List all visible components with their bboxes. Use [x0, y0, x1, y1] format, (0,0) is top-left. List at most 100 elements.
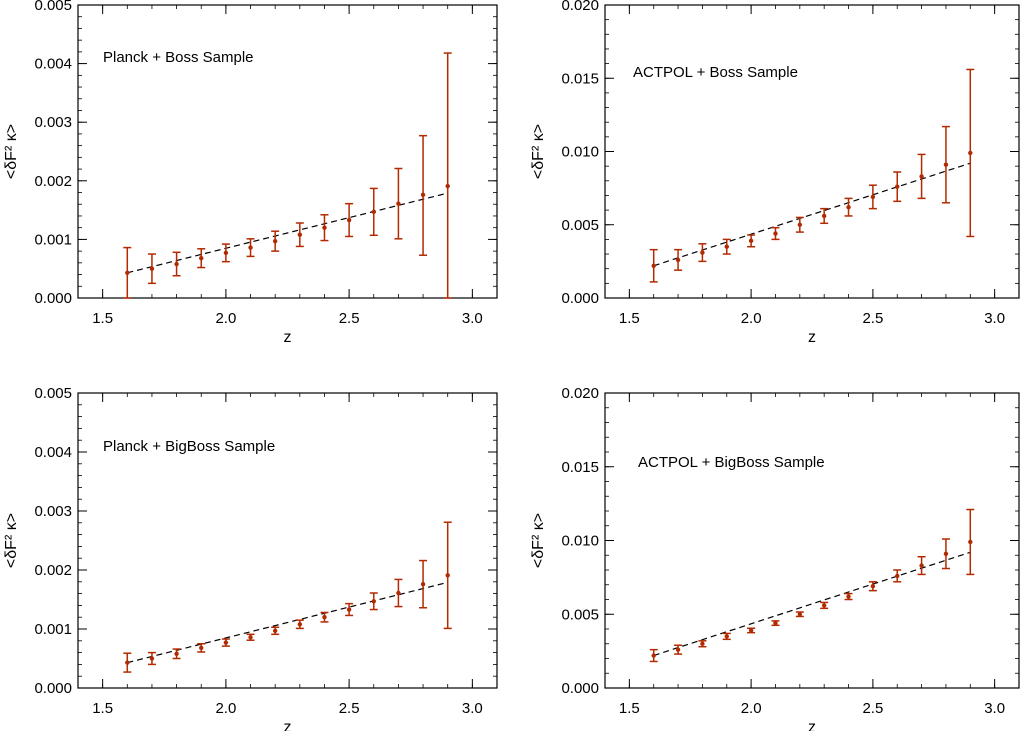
data-point: [199, 255, 204, 261]
data-point: [797, 612, 803, 617]
panel-title: ACTPOL + Boss Sample: [633, 64, 798, 81]
data-point: [223, 640, 229, 645]
data-point: [943, 162, 949, 167]
data-point: [821, 603, 827, 608]
y-axis-label: <δF² κ>: [530, 124, 547, 179]
x-tick-label: 3.0: [984, 310, 1005, 327]
data-point: [248, 245, 253, 250]
x-axis-label: z: [284, 329, 292, 346]
panel-actpol-boss: 1.5 2.0 2.5 3.0 0.000 0.005 0.010 0.015 0.020 z <δ…: [530, 0, 1020, 346]
data-point: [675, 647, 681, 652]
panel-actpol-bigboss: 1.5 2.0 2.5 3.0 0.000 0.005 0.010 0.015 0.020 z <δ…: [530, 385, 1020, 731]
panel-title: Planck + Boss Sample: [103, 49, 254, 66]
y-tick-label: 0.005: [34, 385, 72, 402]
x-tick-label: 2.0: [741, 700, 762, 717]
data-point: [748, 628, 754, 633]
y-axis-label: <δF² κ>: [3, 124, 20, 179]
data-point: [651, 653, 656, 658]
x-tick-label: 3.0: [462, 700, 483, 717]
data-point: [846, 204, 851, 210]
data-point: [371, 209, 376, 215]
data-point: [445, 183, 450, 189]
y-tick-label: 0.002: [34, 173, 72, 190]
data-point: [322, 225, 327, 230]
data-point: [297, 232, 303, 237]
y-axis-label: <δF² κ>: [530, 513, 547, 568]
model-curve: [653, 162, 971, 267]
data-point: [174, 651, 179, 656]
data-point: [149, 656, 155, 661]
panel-planck-boss: 1.5 2.0 2.5 3.0 0.000 0.001 0.002 0.003 0.004 0.0…: [3, 0, 498, 346]
data-point: [396, 590, 401, 596]
plot-frame: [604, 4, 1020, 299]
data-point: [248, 635, 253, 640]
data-point: [846, 594, 851, 599]
y-tick-label: 0.005: [34, 0, 72, 14]
data-point: [272, 628, 278, 633]
data-point: [396, 201, 401, 206]
y-tick-label: 0.003: [34, 114, 72, 131]
y-tick-label: 0.020: [561, 385, 599, 402]
y-tick-label: 0.000: [561, 680, 599, 697]
data-point: [297, 622, 303, 627]
y-tick-label: 0.020: [561, 0, 599, 14]
data-point: [420, 192, 426, 198]
panel-title: Planck + BigBoss Sample: [103, 438, 275, 455]
x-tick-label: 2.0: [215, 700, 236, 717]
data-point: [821, 213, 827, 219]
data-point: [199, 645, 204, 651]
data-point: [724, 244, 729, 249]
y-tick-label: 0.010: [561, 144, 599, 161]
x-tick-label: 2.5: [862, 310, 883, 327]
data-point: [322, 615, 327, 620]
data-point: [125, 660, 130, 665]
x-tick-label: 2.5: [339, 700, 360, 717]
x-axis-label: z: [808, 329, 816, 346]
x-axis-label: z: [284, 719, 292, 731]
y-tick-label: 0.000: [34, 290, 72, 307]
y-tick-label: 0.010: [561, 533, 599, 550]
x-tick-label: 2.5: [339, 310, 360, 327]
x-tick-label: 2.5: [862, 700, 883, 717]
data-point: [724, 634, 729, 639]
panel-planck-bigboss: 1.5 2.0 2.5 3.0 0.000 0.001 0.002 0.003 0.004 0.0…: [3, 385, 498, 731]
data-point: [968, 539, 973, 545]
x-tick-label: 1.5: [619, 700, 640, 717]
data-point: [748, 238, 754, 244]
x-axis-label: z: [808, 719, 816, 731]
x-tick-label: 1.5: [92, 310, 113, 327]
y-tick-label: 0.005: [561, 217, 599, 234]
data-point: [371, 599, 376, 604]
plot-frame: [77, 392, 498, 689]
x-tick-label: 2.0: [741, 310, 762, 327]
x-tick-label: 3.0: [984, 700, 1005, 717]
y-tick-label: 0.004: [34, 444, 72, 461]
data-point: [149, 266, 155, 271]
plot-frame: [77, 4, 498, 299]
y-tick-label: 0.005: [561, 606, 599, 623]
y-tick-label: 0.015: [561, 459, 599, 476]
data-point: [870, 194, 876, 200]
data-point: [943, 551, 949, 556]
data-point: [346, 217, 352, 223]
data-point: [895, 184, 900, 189]
data-point: [445, 573, 450, 578]
data-point: [919, 174, 924, 179]
data-point: [797, 222, 803, 227]
data-point: [919, 563, 924, 568]
data-point: [420, 581, 426, 587]
y-tick-label: 0.001: [34, 621, 72, 638]
panel-title: ACTPOL + BigBoss Sample: [638, 454, 825, 471]
x-tick-label: 1.5: [92, 700, 113, 717]
data-point: [700, 250, 705, 255]
data-point: [346, 607, 352, 612]
model-curve: [653, 551, 971, 657]
model-curve: [127, 192, 448, 274]
y-axis-label: <δF² κ>: [3, 513, 20, 568]
data-point: [651, 263, 656, 268]
data-point: [174, 261, 179, 267]
plot-frame: [604, 392, 1020, 689]
data-point: [968, 150, 973, 156]
data-point: [895, 573, 900, 579]
